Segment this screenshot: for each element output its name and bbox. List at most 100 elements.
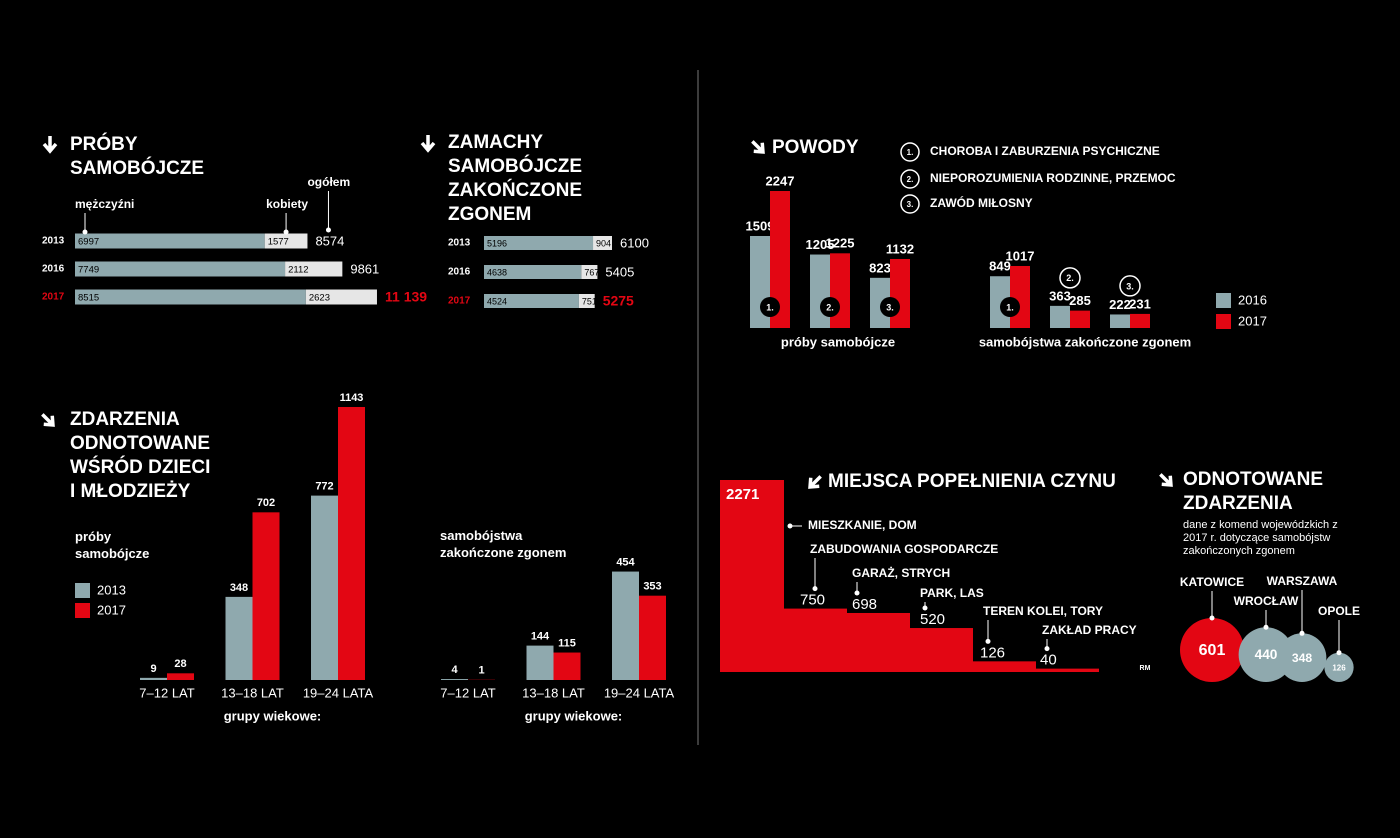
- total-label: 8574: [315, 233, 344, 248]
- panel-label: samobójstwa zakończone zgonem: [979, 334, 1191, 349]
- total-label: 11 139: [385, 289, 427, 305]
- step: [972, 661, 1036, 672]
- year-label: 2017: [448, 296, 471, 307]
- value-label: 231: [1129, 296, 1151, 311]
- bar-segment: [593, 236, 612, 250]
- value-label: 772: [315, 481, 333, 493]
- bar: [526, 645, 554, 680]
- category-label: TEREN KOLEI, TORY: [983, 604, 1103, 618]
- total-label: 5405: [605, 264, 634, 279]
- value-label: 1143: [340, 392, 364, 404]
- category-label: 7–12 LAT: [440, 685, 495, 700]
- arrow-icon: [751, 140, 765, 154]
- pointer-dot: [1299, 630, 1305, 636]
- chart-title: PRÓBY SAMOBÓJCZE: [70, 134, 205, 179]
- value-label: 348: [230, 582, 248, 594]
- step: [909, 628, 973, 672]
- arrow-icon: [420, 135, 436, 153]
- total-label: 9861: [350, 261, 379, 276]
- category-badge: [760, 297, 780, 317]
- value-label: 40: [1040, 652, 1057, 669]
- pointer-dot: [1263, 624, 1269, 630]
- step: [846, 612, 910, 672]
- bar: [441, 679, 468, 680]
- bar-segment: [305, 289, 377, 305]
- category-badge-label: 1.: [766, 302, 774, 312]
- value-label: 1205: [806, 237, 835, 252]
- category-badge-label: 2.: [826, 302, 834, 312]
- year-label: 2013: [42, 236, 65, 247]
- legend-label: 2017: [1238, 313, 1267, 328]
- bar: [167, 673, 194, 680]
- legend-label: 2016: [1238, 292, 1267, 307]
- series-name: mężczyźni: [75, 197, 134, 211]
- bar: [311, 495, 338, 680]
- reason-label: ZAWÓD MIŁOSNY: [930, 195, 1033, 210]
- value-label: 2271: [726, 486, 759, 503]
- category-badge: [820, 297, 840, 317]
- bar: [639, 595, 666, 680]
- bar: [140, 677, 167, 680]
- segment-label: 904: [596, 238, 611, 248]
- reason-number: 2.: [907, 175, 914, 184]
- value-label: 126: [1332, 663, 1346, 672]
- bar: [770, 191, 790, 328]
- category-badge-label: 3.: [886, 302, 894, 312]
- bar: [890, 258, 910, 328]
- bar: [553, 652, 581, 680]
- category-badge: [880, 297, 900, 317]
- value-label: 144: [531, 631, 550, 643]
- bubble: [1238, 627, 1294, 682]
- legend-label: 2013: [97, 582, 126, 597]
- subtitle: dane z komend wojewódzkich z 2017 r. dot…: [1183, 519, 1338, 557]
- bar-segment: [75, 261, 286, 277]
- bar: [252, 512, 280, 680]
- total-label: 5275: [603, 293, 634, 309]
- segment-label: 7749: [78, 265, 99, 276]
- value-label: 353: [643, 581, 661, 593]
- bubble: [1277, 633, 1327, 682]
- value-label: 285: [1069, 293, 1091, 308]
- pointer-dot: [922, 605, 928, 611]
- pointer-dot: [1209, 615, 1215, 621]
- bubble: [1324, 652, 1354, 682]
- reason-number: 1.: [907, 148, 914, 157]
- value-label: 222: [1109, 297, 1131, 312]
- bar-segment: [578, 294, 595, 308]
- bar: [1010, 265, 1030, 328]
- category-badge-label: 3.: [1126, 281, 1134, 291]
- value-label: 1225: [826, 236, 855, 251]
- value-label: 823: [869, 260, 891, 275]
- bar: [1130, 313, 1150, 328]
- icons: [41, 135, 1173, 489]
- panel-label: próby samobójcze: [75, 529, 150, 561]
- bar: [612, 571, 639, 680]
- bar: [1070, 310, 1090, 328]
- pointer-dot: [82, 229, 88, 235]
- value-label: 702: [257, 497, 275, 509]
- value-label: 28: [174, 658, 186, 670]
- segment-label: 8515: [78, 293, 99, 304]
- value-label: 520: [920, 611, 945, 628]
- chart-title: ZAMACHY SAMOBÓJCZE ZAKOŃCZONE ZGONEM: [448, 132, 583, 225]
- category-label: 7–12 LAT: [139, 685, 194, 700]
- category-label: MIESZKANIE, DOM: [808, 518, 917, 532]
- value-label: 1132: [886, 241, 914, 256]
- bar: [338, 407, 365, 680]
- legend-swatch: [75, 583, 90, 598]
- segment-label: 4638: [487, 267, 507, 277]
- bar: [1050, 305, 1070, 328]
- pointer-dot: [787, 523, 793, 529]
- value-label: 4: [451, 664, 458, 676]
- step: [783, 608, 847, 672]
- arrow-icon: [42, 136, 58, 154]
- source-label: RM: [1140, 665, 1151, 672]
- reason-label: NIEPOROZUMIENIA RODZINNE, PRZEMOC: [930, 171, 1176, 185]
- value-label: 2247: [766, 173, 795, 188]
- pointer-dot: [1044, 646, 1050, 652]
- chart-title: MIEJSCA POPEŁNIENIA CZYNU: [828, 471, 1116, 492]
- reason-badge: [900, 142, 920, 162]
- reason-number: 3.: [907, 200, 914, 209]
- category-label: 13–18 LAT: [221, 685, 284, 700]
